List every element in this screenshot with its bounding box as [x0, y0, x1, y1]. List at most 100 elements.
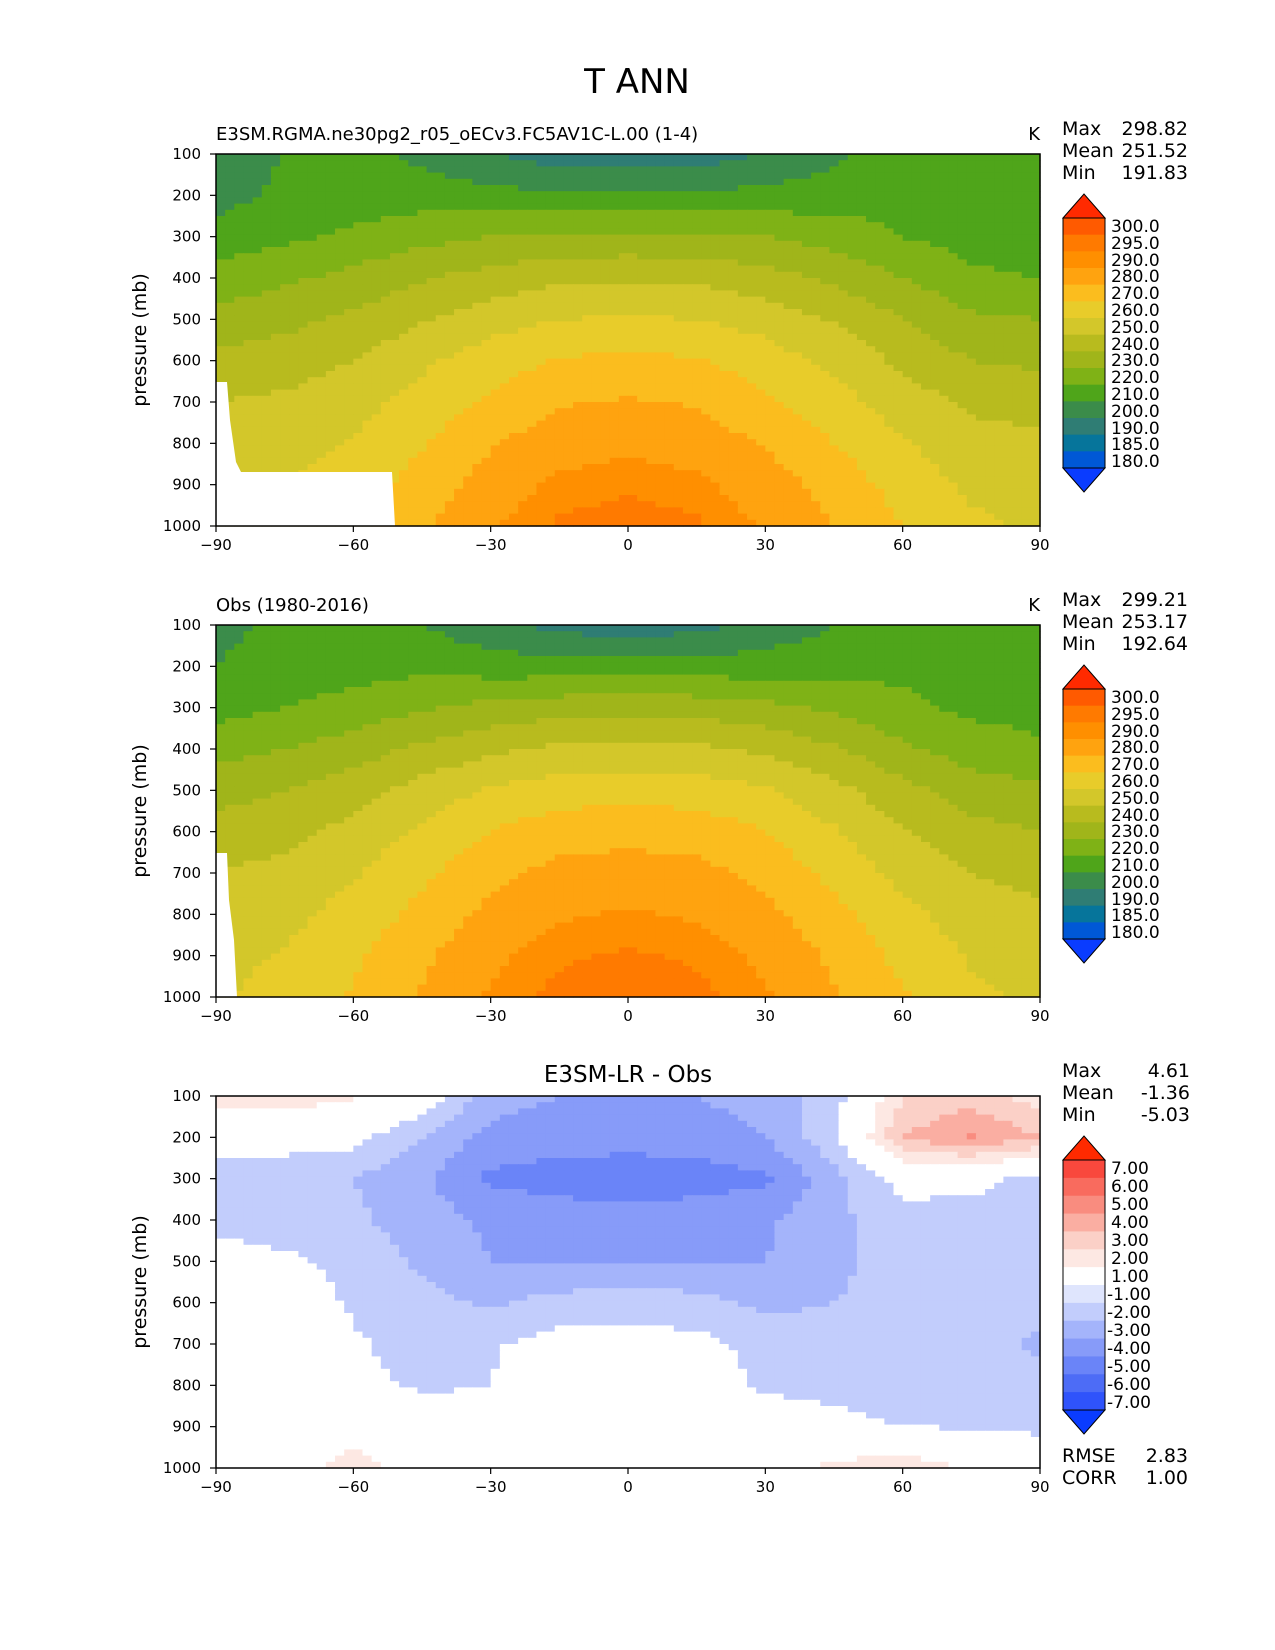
field-cell	[399, 365, 409, 372]
field-cell	[216, 154, 226, 161]
field-cell	[381, 166, 391, 173]
field-cell	[692, 222, 702, 229]
field-cell	[610, 160, 620, 167]
field-cell	[262, 197, 272, 204]
field-cell	[216, 346, 226, 353]
field-cell	[829, 309, 839, 316]
field-cell	[518, 402, 528, 409]
field-cell	[335, 266, 345, 273]
field-cell	[362, 445, 372, 452]
field-cell	[683, 253, 693, 260]
field-cell	[216, 241, 226, 248]
field-cell	[665, 235, 675, 242]
field-cell	[582, 371, 592, 378]
field-cell	[976, 166, 986, 173]
field-cell	[344, 359, 354, 366]
field-cell	[958, 414, 968, 421]
field-cell	[463, 278, 473, 285]
field-cell	[829, 371, 839, 378]
field-cell	[839, 191, 849, 198]
field-cell	[445, 414, 455, 421]
field-cell	[884, 235, 894, 242]
field-cell	[436, 359, 446, 366]
field-cell	[619, 433, 629, 440]
field-cell	[390, 173, 400, 180]
field-cell	[720, 303, 730, 310]
field-cell	[601, 216, 611, 223]
field-cell	[811, 402, 821, 409]
field-cell	[665, 439, 675, 446]
field-cell	[793, 309, 803, 316]
field-cell	[298, 272, 308, 279]
field-cell	[271, 433, 281, 440]
field-cell	[637, 272, 647, 279]
field-cell	[884, 352, 894, 359]
field-cell	[985, 222, 995, 229]
field-cell	[857, 352, 867, 359]
field-cell	[518, 297, 528, 304]
field-cell	[472, 160, 482, 167]
field-cell	[253, 328, 263, 335]
field-cell	[839, 297, 849, 304]
field-cell	[720, 197, 730, 204]
field-cell	[637, 290, 647, 297]
field-cell	[399, 222, 409, 229]
field-cell	[967, 253, 977, 260]
field-cell	[829, 228, 839, 235]
field-cell	[875, 359, 885, 366]
field-cell	[637, 303, 647, 310]
field-cell	[619, 321, 629, 328]
field-cell	[884, 458, 894, 465]
field-cell	[765, 489, 775, 496]
field-cell	[271, 352, 281, 359]
field-cell	[344, 266, 354, 273]
field-cell	[921, 191, 931, 198]
field-cell	[243, 179, 253, 186]
field-cell	[756, 427, 766, 434]
field-cell	[610, 489, 620, 496]
field-cell	[555, 166, 565, 173]
field-cell	[335, 216, 345, 223]
field-cell	[646, 340, 656, 347]
field-cell	[875, 352, 885, 359]
field-cell	[298, 414, 308, 421]
field-cell	[271, 241, 281, 248]
field-cell	[720, 402, 730, 409]
field-cell	[591, 272, 601, 279]
field-cell	[1022, 433, 1032, 440]
field-cell	[463, 396, 473, 403]
field-cell	[820, 204, 830, 211]
field-cell	[829, 303, 839, 310]
field-cell	[958, 284, 968, 291]
field-cell	[884, 185, 894, 192]
field-cell	[820, 328, 830, 335]
field-cell	[793, 452, 803, 459]
field-cell	[747, 371, 757, 378]
field-cell	[747, 470, 757, 477]
field-cell	[839, 278, 849, 285]
field-cell	[875, 377, 885, 384]
field-cell	[491, 185, 501, 192]
field-cell	[491, 173, 501, 180]
field-cell	[637, 489, 647, 496]
field-cell	[1013, 235, 1023, 242]
field-cell	[848, 365, 858, 372]
field-cell	[555, 359, 565, 366]
field-cell	[390, 464, 400, 471]
field-cell	[985, 414, 995, 421]
field-cell	[271, 284, 281, 291]
field-cell	[884, 371, 894, 378]
field-cell	[729, 340, 739, 347]
field-cell	[674, 241, 684, 248]
field-cell	[308, 346, 318, 353]
field-cell	[463, 352, 473, 359]
field-cell	[582, 228, 592, 235]
field-cell	[344, 247, 354, 254]
field-cell	[491, 340, 501, 347]
field-cell	[839, 334, 849, 341]
field-cell	[591, 328, 601, 335]
field-cell	[884, 476, 894, 483]
field-cell	[720, 272, 730, 279]
field-cell	[243, 365, 253, 372]
field-cell	[1022, 464, 1032, 471]
